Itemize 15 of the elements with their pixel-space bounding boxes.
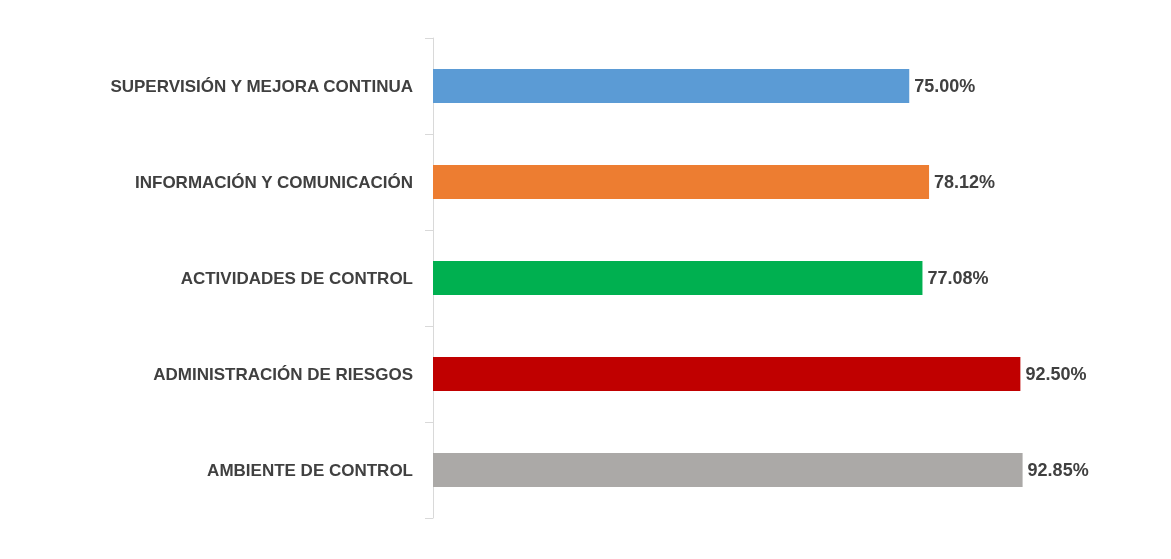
data-label: 77.08% <box>927 268 989 288</box>
bar <box>433 165 930 199</box>
data-label: 92.85% <box>1027 460 1089 480</box>
bar <box>433 261 923 295</box>
y-tick-label: SUPERVISIÓN Y MEJORA CONTINUA <box>110 76 413 96</box>
data-label: 78.12% <box>934 172 996 192</box>
y-tick-label: ADMINISTRACIÓN DE RIESGOS <box>153 364 413 384</box>
data-label: 75.00% <box>914 76 976 96</box>
y-tick-label: INFORMACIÓN Y COMUNICACIÓN <box>135 172 413 192</box>
y-tick-label: AMBIENTE DE CONTROL <box>207 460 413 480</box>
bar <box>433 357 1021 391</box>
bar <box>433 69 910 103</box>
y-tick-label: ACTIVIDADES DE CONTROL <box>180 268 413 288</box>
bar <box>433 453 1023 487</box>
data-label: 92.50% <box>1025 364 1087 384</box>
